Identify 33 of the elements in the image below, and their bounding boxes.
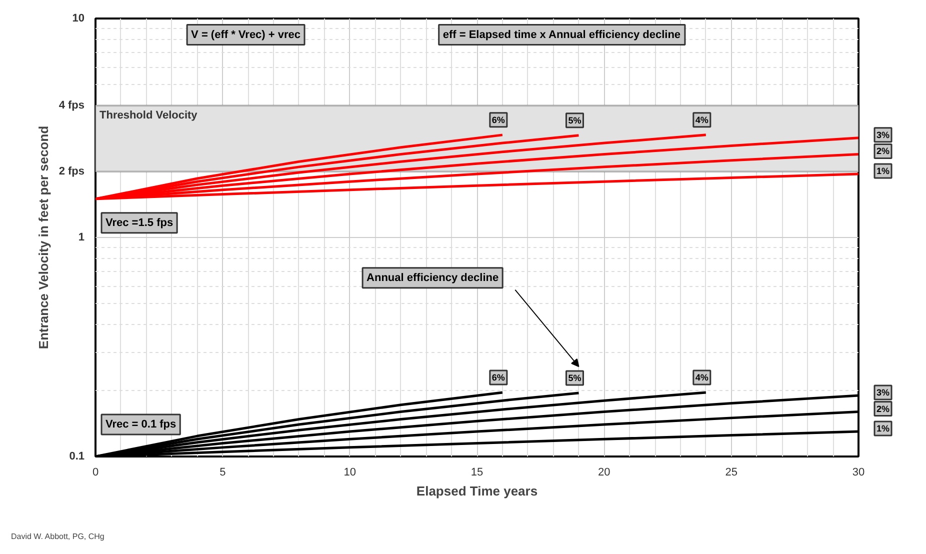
text: David W. Abbott, PG, CHg <box>11 531 104 542</box>
x-axis-title: Elapsed Time years <box>416 484 538 498</box>
text: 3% <box>876 387 890 398</box>
series-label: 6% <box>492 114 505 125</box>
y-tick-label: 2 fps <box>58 166 85 178</box>
series-label: 4% <box>695 372 708 382</box>
text: 1% <box>876 166 890 176</box>
x-tick-label: 15 <box>470 466 484 478</box>
y-tick-label: 10 <box>72 12 85 24</box>
x-tick-label: 20 <box>598 466 610 478</box>
y-tick-label: 4 fps <box>58 100 85 112</box>
annotation: Vrec =1.5 fps <box>106 216 174 229</box>
x-tick-label: 0 <box>92 466 99 478</box>
text: 3% <box>876 130 890 140</box>
series-label: 6% <box>492 372 505 382</box>
y-axis-title: Entrance Velocity in feet per second <box>36 126 51 350</box>
series-label: 4% <box>695 114 708 125</box>
x-tick-label: 30 <box>852 466 865 478</box>
annotation: Vrec = 0.1 fps <box>106 418 176 430</box>
x-tick-label: 10 <box>344 466 356 478</box>
x-tick-label: 25 <box>725 466 738 478</box>
text: 2% <box>876 146 890 156</box>
x-tick-label: 5 <box>220 466 226 478</box>
band-label: Threshold Velocity <box>100 110 198 122</box>
y-tick-label: 0.1 <box>69 450 85 462</box>
series-label: 5% <box>568 115 582 126</box>
y-tick-label: 1 <box>78 232 85 244</box>
text: 2% <box>876 404 890 414</box>
annotation: Annual efficiency decline <box>366 272 499 284</box>
text: 1% <box>876 424 890 434</box>
legend-label: 5% <box>568 372 582 383</box>
annotation: eff = Elapsed time x Annual efficiency decline <box>442 28 681 41</box>
annotation: V = (eff * Vrec) + vrec <box>191 28 301 41</box>
